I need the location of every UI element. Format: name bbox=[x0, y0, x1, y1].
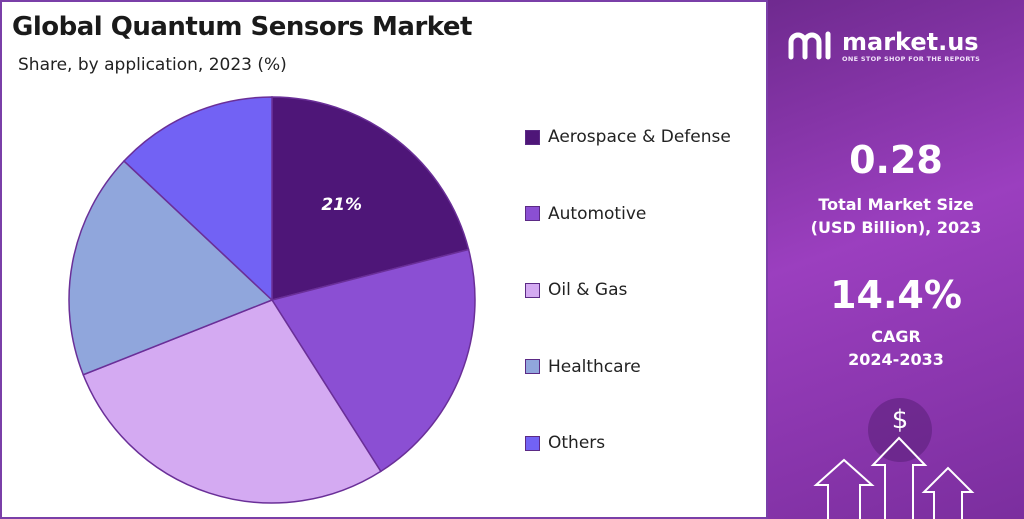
arrow-up-icon bbox=[870, 436, 928, 519]
market-size-label-line1: Total Market Size bbox=[818, 195, 974, 214]
legend-item: Automotive bbox=[525, 203, 646, 225]
legend-swatch bbox=[525, 359, 540, 374]
market-size-value: 0.28 bbox=[849, 138, 943, 182]
cagr-period: 2024-2033 bbox=[848, 350, 944, 369]
dollar-sign-icon: $ bbox=[892, 405, 909, 435]
brand-name: market.us bbox=[842, 28, 979, 56]
chart-title: Global Quantum Sensors Market bbox=[12, 12, 472, 42]
legend-swatch bbox=[525, 435, 540, 451]
legend-item: Others bbox=[525, 432, 605, 454]
summary-panel: market.us ONE STOP SHOP FOR THE REPORTS … bbox=[768, 0, 1024, 519]
pie-data-label: 21% bbox=[321, 195, 362, 215]
arrow-up-icon bbox=[921, 466, 975, 519]
pie-slice-others bbox=[122, 96, 273, 302]
cagr-label: CAGR bbox=[871, 327, 921, 346]
legend-item: Healthcare bbox=[525, 356, 641, 378]
pie-slice-automotive bbox=[270, 248, 476, 473]
legend-item: Aerospace & Defense bbox=[525, 126, 731, 148]
legend-swatch bbox=[525, 129, 540, 145]
legend-swatch bbox=[525, 206, 540, 221]
cagr-value: 14.4% bbox=[830, 273, 962, 317]
arrow-up-icon bbox=[813, 458, 875, 519]
brand-tagline: ONE STOP SHOP FOR THE REPORTS bbox=[842, 55, 981, 63]
chart-subtitle: Share, by application, 2023 (%) bbox=[18, 55, 287, 75]
legend-label: Aerospace & Defense bbox=[548, 127, 731, 147]
pie-slice-oil-gas bbox=[82, 299, 382, 504]
brand-logo: market.us ONE STOP SHOP FOR THE REPORTS bbox=[788, 28, 1013, 68]
legend-label: Others bbox=[548, 433, 606, 453]
market-us-logo-icon bbox=[788, 31, 831, 60]
market-size-label-line2: (USD Billion), 2023 bbox=[810, 218, 982, 237]
pie-slice-healthcare bbox=[68, 159, 274, 376]
growth-arrows-decoration: $ bbox=[813, 398, 975, 519]
legend-label: Automotive bbox=[548, 203, 647, 224]
pie-slice-aerospace-defense bbox=[271, 96, 470, 301]
chart-panel: Global Quantum Sensors Market Share, by … bbox=[0, 0, 768, 519]
legend-swatch bbox=[525, 282, 540, 298]
legend-label: Oil & Gas bbox=[548, 280, 628, 300]
legend-item: Oil & Gas bbox=[525, 279, 627, 301]
pie-chart: 21% bbox=[68, 96, 476, 504]
legend-label: Healthcare bbox=[548, 356, 641, 377]
